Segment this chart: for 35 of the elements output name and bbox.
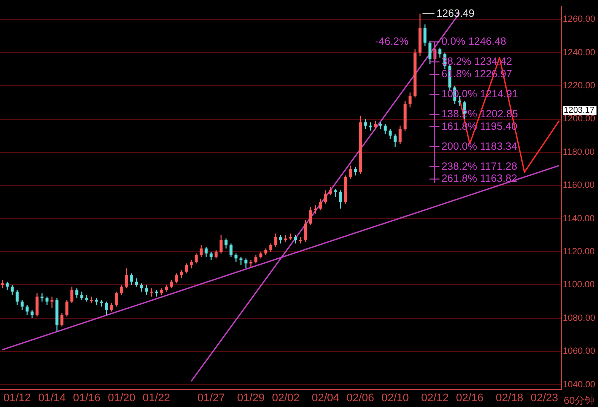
- x-tick-label: 01/16: [73, 392, 101, 404]
- y-tick-label: 1060.00: [563, 346, 596, 356]
- ref-line-label: 261.8% 1163.82: [442, 173, 518, 186]
- x-tick-label: 01/14: [38, 392, 66, 404]
- y-tick-label: 1220.00: [563, 80, 596, 91]
- x-tick-label: 01/20: [108, 392, 136, 404]
- annotation: -46.2%: [375, 36, 409, 48]
- ref-line-label: 200.0% 1183.34: [442, 140, 518, 153]
- ref-line-label: 0.0% 1246.48: [442, 36, 507, 48]
- text: 1203.17: [564, 104, 595, 115]
- y-tick-label: 1200.00: [563, 114, 596, 124]
- x-tick-label: 02/04: [312, 392, 340, 404]
- x-tick-label: 02/18: [496, 392, 524, 404]
- x-tick-label: 02/10: [382, 392, 410, 404]
- y-tick-label: 1180.00: [563, 146, 595, 157]
- x-tick-label: 01/22: [142, 392, 170, 404]
- y-tick-label: 1100.00: [563, 280, 595, 290]
- x-tick-label: 01/29: [237, 392, 265, 404]
- y-tick-label: 1120.00: [563, 246, 595, 257]
- y-tick-label: 1160.00: [563, 180, 595, 190]
- y-tick-label: 1140.00: [563, 213, 595, 224]
- x-tick-label: 02/16: [456, 392, 484, 404]
- text: 60分钟: [564, 394, 596, 407]
- y-tick-label: 1040.00: [563, 379, 596, 390]
- ref-line-label: 1263.49: [436, 8, 475, 20]
- x-tick-label: 01/12: [4, 392, 32, 404]
- ref-line-label: 238.2% 1171.28: [442, 160, 518, 173]
- x-tick-label: 02/06: [346, 392, 374, 404]
- x-tick-label: 02/12: [421, 392, 449, 404]
- y-tick-label: 1240.00: [563, 47, 596, 58]
- y-tick-label: 1080.00: [563, 312, 596, 323]
- x-tick-label: 02/02: [272, 392, 300, 404]
- x-tick-label: 02/23: [530, 392, 558, 404]
- y-tick-label: 1260.00: [563, 14, 596, 24]
- x-tick-label: 01/27: [198, 392, 226, 404]
